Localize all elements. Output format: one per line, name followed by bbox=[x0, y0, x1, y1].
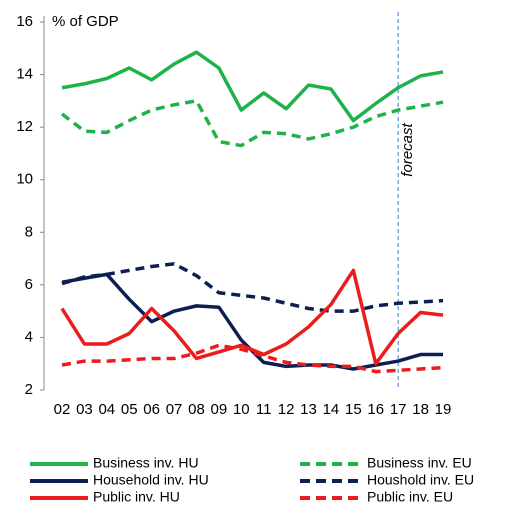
y-tick-label: 10 bbox=[16, 171, 33, 188]
x-tick-label: 10 bbox=[233, 401, 250, 418]
x-tick-label: 15 bbox=[345, 401, 362, 418]
y-tick-label: 8 bbox=[25, 223, 33, 240]
x-tick-label: 16 bbox=[367, 401, 384, 418]
x-tick-label: 04 bbox=[98, 401, 115, 418]
y-tick-label: 6 bbox=[25, 276, 33, 293]
legend-label: Houshold inv. EU bbox=[367, 472, 474, 488]
legend-label: Business inv. HU bbox=[93, 455, 199, 471]
x-tick-label: 18 bbox=[412, 401, 429, 418]
y-tick-label: 12 bbox=[16, 118, 33, 135]
x-tick-label: 03 bbox=[76, 401, 93, 418]
series-line bbox=[61, 272, 443, 371]
y-axis-label: % of GDP bbox=[52, 13, 119, 30]
series-line bbox=[60, 99, 444, 148]
x-tick-label: 17 bbox=[390, 401, 407, 418]
x-tick-label: 02 bbox=[54, 401, 71, 418]
y-tick-label: 16 bbox=[16, 13, 33, 30]
legend-label: Household inv. HU bbox=[93, 472, 209, 488]
legend-label: Public inv. EU bbox=[367, 489, 453, 505]
x-tick-label: 12 bbox=[278, 401, 295, 418]
series-line bbox=[61, 343, 444, 374]
x-tick-label: 07 bbox=[166, 401, 183, 418]
x-tick-label: 06 bbox=[143, 401, 160, 418]
annotation: forecast bbox=[399, 122, 416, 176]
series-line bbox=[60, 268, 444, 366]
x-tick-label: 19 bbox=[435, 401, 452, 418]
x-tick-label: 08 bbox=[188, 401, 205, 418]
x-tick-label: 13 bbox=[300, 401, 317, 418]
x-tick-label: 09 bbox=[211, 401, 228, 418]
x-tick-label: 05 bbox=[121, 401, 138, 418]
legend-label: Public inv. HU bbox=[93, 489, 180, 505]
series-line bbox=[61, 262, 444, 313]
x-tick-label: 11 bbox=[256, 401, 272, 418]
y-tick-label: 4 bbox=[25, 328, 33, 345]
y-tick-label: 14 bbox=[16, 66, 33, 83]
legend-label: Business inv. EU bbox=[367, 455, 472, 471]
series-line bbox=[61, 50, 444, 123]
y-tick-label: 2 bbox=[25, 381, 33, 398]
x-tick-label: 14 bbox=[323, 401, 340, 418]
